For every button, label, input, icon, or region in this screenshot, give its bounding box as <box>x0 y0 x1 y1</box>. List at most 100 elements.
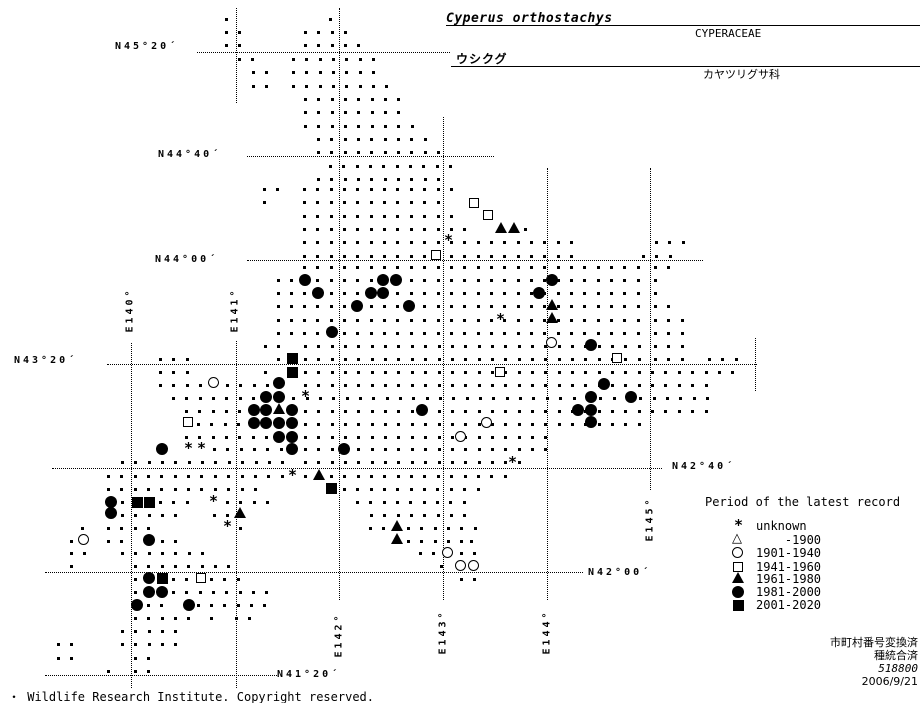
map-dot <box>410 279 413 282</box>
map-dot <box>263 604 266 607</box>
record-symbol-filled-circle <box>585 391 597 403</box>
map-dot <box>477 475 480 478</box>
map-dot <box>226 448 229 451</box>
map-dot <box>681 358 684 361</box>
map-dot <box>503 305 506 308</box>
map-dot <box>317 138 320 141</box>
family-name-latin: CYPERACEAE <box>695 27 762 40</box>
map-dot <box>411 371 414 374</box>
map-dot <box>227 565 230 568</box>
map-dot <box>504 410 507 413</box>
map-dot <box>397 125 400 128</box>
map-dot <box>543 266 546 269</box>
map-dot <box>463 241 466 244</box>
map-dot <box>383 488 386 491</box>
map-dot <box>370 488 373 491</box>
record-symbol-filled-circle <box>338 443 350 455</box>
map-dot <box>610 279 613 282</box>
map-dot <box>359 58 362 61</box>
map-dot <box>251 58 254 61</box>
map-dot <box>411 448 414 451</box>
map-dot <box>530 266 533 269</box>
map-dot <box>384 410 387 413</box>
map-dot <box>303 188 306 191</box>
map-dot <box>186 358 189 361</box>
map-dot <box>478 384 481 387</box>
map-dot <box>277 292 280 295</box>
map-dot <box>571 371 574 374</box>
map-dot <box>397 98 400 101</box>
map-dot <box>705 371 708 374</box>
map-dot <box>654 319 657 322</box>
longitude-gridline <box>755 338 756 391</box>
map-dot <box>623 332 626 335</box>
map-dot <box>185 397 188 400</box>
map-dot <box>161 540 164 543</box>
map-dot <box>331 384 334 387</box>
map-dot <box>466 397 469 400</box>
map-dot <box>637 266 640 269</box>
record-symbol-open-triangle: △ <box>732 531 742 546</box>
map-dot <box>317 98 320 101</box>
map-dot <box>370 138 373 141</box>
map-dot <box>396 188 399 191</box>
map-dot <box>517 319 520 322</box>
japanese-name: ウシクグ <box>456 52 508 66</box>
record-symbol-asterisk: * <box>288 466 298 484</box>
map-dot <box>70 657 73 660</box>
map-dot <box>504 448 507 451</box>
map-dot <box>623 292 626 295</box>
record-symbol-open-square <box>196 573 206 583</box>
map-dot <box>504 475 507 478</box>
map-dot <box>225 436 228 439</box>
processing-notes: 市町村番号変換済 種統合済 518800 2006/9/21 <box>830 636 918 688</box>
map-dot <box>331 371 334 374</box>
map-dot <box>134 527 137 530</box>
map-dot <box>198 436 201 439</box>
record-symbol-filled-triangle <box>732 572 744 583</box>
map-dot <box>437 241 440 244</box>
map-dot <box>384 436 387 439</box>
map-dot <box>357 461 360 464</box>
header-underline <box>446 25 920 26</box>
record-symbol-open-circle <box>78 534 89 545</box>
map-dot <box>438 436 441 439</box>
map-dot <box>583 292 586 295</box>
map-dot <box>344 151 347 154</box>
record-symbol-filled-circle <box>105 496 117 508</box>
map-dot <box>473 578 476 581</box>
map-dot <box>624 345 627 348</box>
map-dot <box>107 540 110 543</box>
map-dot <box>188 552 191 555</box>
map-dot <box>383 305 386 308</box>
map-dot <box>252 436 255 439</box>
map-dot <box>250 604 253 607</box>
map-dot <box>331 111 334 114</box>
map-dot <box>121 461 124 464</box>
map-dot <box>174 643 177 646</box>
map-dot <box>332 71 335 74</box>
record-symbol-filled-circle <box>326 326 338 338</box>
map-dot <box>226 384 229 387</box>
map-dot <box>147 475 150 478</box>
map-dot <box>344 178 347 181</box>
map-dot <box>653 397 656 400</box>
map-dot <box>396 305 399 308</box>
map-dot <box>524 228 527 231</box>
map-dot <box>330 188 333 191</box>
map-dot <box>571 384 574 387</box>
latitude-label: N41°20´ <box>277 669 341 680</box>
map-dot <box>450 188 453 191</box>
map-dot <box>623 279 626 282</box>
record-symbol-asterisk: * <box>223 517 233 535</box>
map-dot <box>464 475 467 478</box>
map-dot <box>304 111 307 114</box>
map-dot <box>237 604 240 607</box>
map-dot <box>239 501 242 504</box>
map-dot <box>638 345 641 348</box>
map-dot <box>384 345 387 348</box>
record-symbol-filled-circle <box>183 599 195 611</box>
map-dot <box>479 397 482 400</box>
map-dot <box>491 371 494 374</box>
map-dot <box>343 319 346 322</box>
